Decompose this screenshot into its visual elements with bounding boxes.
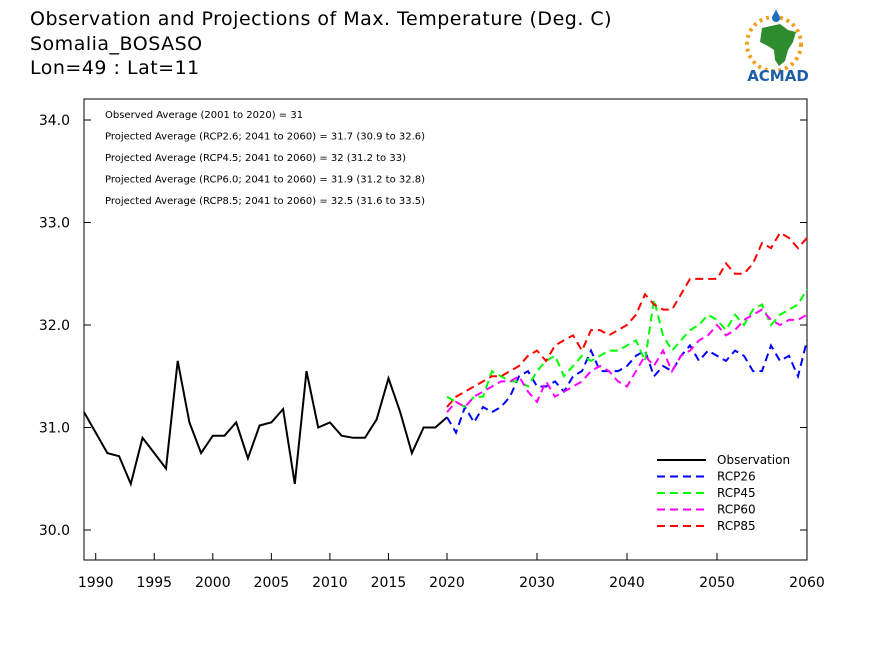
legend-label: RCP60 [717, 503, 756, 517]
africa-icon [760, 24, 796, 66]
x-tick-label: 2010 [312, 575, 348, 591]
legend-label: RCP45 [717, 486, 756, 500]
series-line-rcp85 [446, 231, 808, 408]
series-line-rcp26 [446, 340, 808, 435]
x-tick-label: 1990 [78, 575, 114, 591]
plot-frame [83, 98, 808, 561]
series-line-rcp60 [446, 308, 808, 413]
x-tick-label: 2050 [699, 575, 735, 591]
y-tick-label: 31.0 [39, 421, 70, 437]
x-tick-label: 2005 [254, 575, 290, 591]
annotation-line: Projected Average (RCP8.5; 2041 to 2060)… [105, 196, 425, 207]
y-tick-label: 34.0 [39, 113, 70, 129]
axis-ticks: 30.0 31.0 32.0 33.0 34.0 1990 1995 2000 2005 2010… [39, 113, 825, 591]
chart-title: Observation and Projections of Max. Temp… [30, 8, 613, 30]
acmad-logo: ACMAD [738, 6, 818, 85]
annotation-line: Projected Average (RCP6.0; 2041 to 2060)… [105, 175, 425, 186]
legend-label: Observation [717, 453, 790, 467]
coordinates-label: Lon=49 : Lat=11 [30, 57, 200, 79]
annotation-line: Projected Average (RCP4.5; 2041 to 2060)… [105, 153, 406, 164]
series-lines [83, 231, 808, 488]
legend-label: RCP26 [717, 470, 756, 484]
x-tick-label: 2040 [609, 575, 645, 591]
location-label: Somalia_BOSASO [30, 33, 203, 55]
x-tick-label: 2015 [371, 575, 407, 591]
series-line-observation [83, 360, 448, 488]
y-tick-label: 32.0 [39, 318, 70, 334]
annotation-line: Observed Average (2001 to 2020) = 31 [105, 110, 303, 121]
x-tick-label: 2000 [195, 575, 231, 591]
legend-label: RCP85 [717, 519, 756, 533]
x-tick-label: 2030 [519, 575, 555, 591]
y-tick-label: 30.0 [39, 523, 70, 539]
logo-text: ACMAD [747, 67, 809, 84]
series-line-rcp45 [446, 288, 808, 409]
annotation-line: Projected Average (RCP2.6; 2041 to 2060)… [105, 132, 425, 143]
x-tick-label: 1995 [136, 575, 172, 591]
y-tick-label: 33.0 [39, 216, 70, 232]
x-tick-label: 2020 [429, 575, 465, 591]
legend: Observation RCP26 RCP45 RCP60 RCP85 [657, 453, 790, 533]
x-tick-label: 2060 [789, 575, 825, 591]
water-drop-icon [772, 8, 780, 22]
annotation-block: Observed Average (2001 to 2020) = 31 Proj… [105, 110, 425, 207]
